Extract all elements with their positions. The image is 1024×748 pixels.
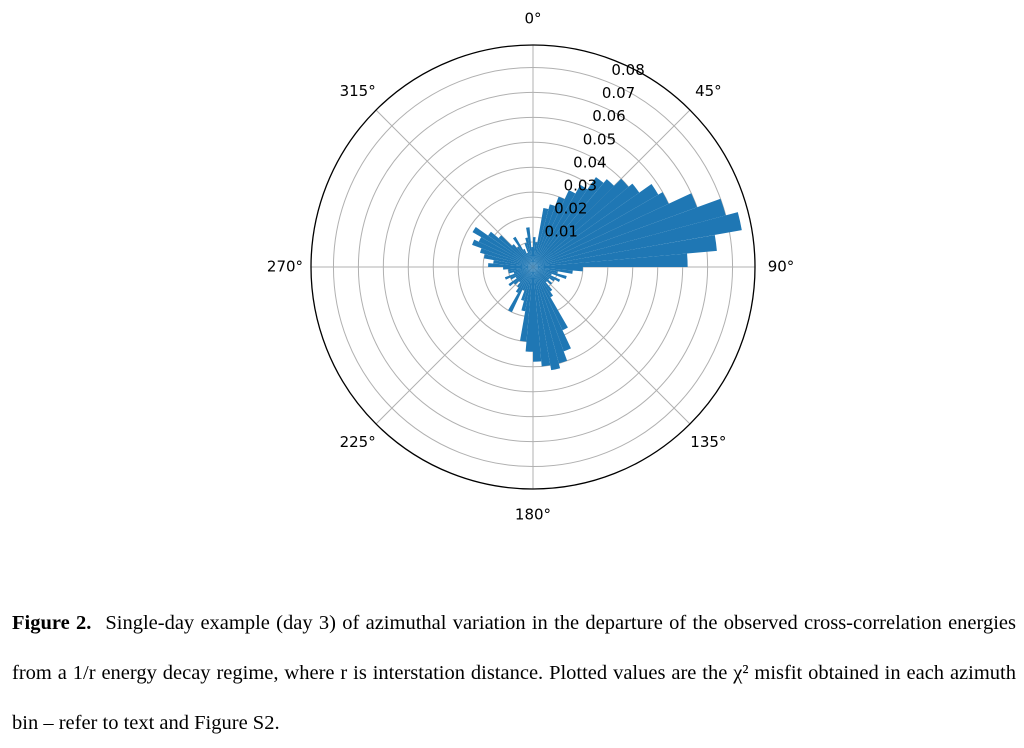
bar (533, 267, 555, 282)
bar (510, 267, 533, 280)
bar (520, 267, 533, 342)
bar (533, 196, 565, 267)
bar (508, 267, 533, 287)
bar (533, 267, 561, 371)
bar (515, 267, 533, 293)
r-tick-label: 0.04 (573, 153, 606, 171)
caption-text: Single-day example (day 3) of azimuthal … (12, 612, 1016, 734)
bar (533, 267, 558, 274)
bar (533, 198, 726, 267)
angle-label: 180° (515, 506, 551, 524)
r-tick-label: 0.06 (592, 107, 625, 125)
bar (533, 267, 552, 276)
bar (516, 246, 533, 267)
bar (533, 267, 583, 272)
bar (533, 267, 573, 274)
caption-label: Figure 2. (12, 612, 92, 634)
bar (533, 179, 615, 267)
bar (513, 267, 533, 285)
bar (515, 267, 533, 279)
angle-label: 270° (267, 258, 303, 276)
bar (478, 237, 533, 267)
grid-spoke (532, 266, 691, 425)
bar (533, 192, 669, 267)
bar (472, 226, 533, 267)
r-tick-label: 0.05 (583, 130, 616, 148)
bar (525, 237, 533, 267)
bar (521, 267, 533, 301)
r-tick-label: 0.07 (602, 84, 635, 102)
angle-label: 45° (695, 82, 722, 100)
bar (524, 242, 533, 267)
chart: 0° 45° 90° 135° 180° 225° 270° 315° 0.01 0.02 0.03… (267, 10, 795, 524)
bar (533, 253, 688, 267)
bar (533, 267, 542, 362)
bar (521, 267, 533, 312)
bar (522, 267, 533, 291)
bar (533, 267, 567, 279)
bar (513, 267, 533, 274)
bar (533, 193, 698, 267)
bar (533, 267, 553, 285)
bar (518, 267, 533, 283)
bar (526, 252, 533, 267)
bar (488, 263, 533, 267)
bar (483, 254, 533, 267)
bar (533, 177, 604, 267)
bar (533, 204, 556, 267)
angle-label: 315° (340, 82, 376, 100)
bar (533, 267, 568, 331)
bar (533, 267, 568, 364)
bar (511, 244, 533, 267)
r-tick-label: 0.03 (564, 176, 597, 194)
bar (493, 260, 533, 267)
bar (533, 183, 640, 267)
bar (512, 236, 533, 267)
bar (533, 267, 548, 283)
bar (533, 208, 549, 267)
bar (523, 248, 533, 267)
outer-frame (310, 44, 756, 490)
bar (533, 178, 629, 267)
bar (533, 267, 571, 352)
angle-label: 135° (690, 433, 726, 451)
bar (533, 184, 588, 267)
bar (531, 247, 533, 267)
bar (533, 267, 551, 367)
bar (533, 237, 536, 267)
angle-label: 225° (340, 433, 376, 451)
bar (508, 267, 533, 313)
bar (533, 267, 554, 298)
bar (498, 235, 533, 267)
bar (503, 267, 533, 270)
bar (508, 267, 533, 272)
bar (504, 267, 533, 280)
bar (533, 267, 553, 292)
bar (533, 212, 742, 267)
bar (533, 234, 717, 267)
grid-spoke (375, 266, 534, 425)
angle-label: 0° (524, 10, 541, 28)
bar (533, 190, 576, 267)
bar (533, 267, 561, 282)
bar (488, 231, 533, 267)
caption: Figure 2. Single-day example (day 3) of a… (12, 598, 1016, 748)
bar (533, 267, 550, 280)
r-tick-label: 0.08 (611, 61, 644, 79)
bar (525, 267, 533, 352)
bar (533, 184, 659, 267)
r-tick-label: 0.01 (545, 222, 578, 240)
bar (526, 227, 533, 267)
bar (472, 239, 533, 267)
bar (479, 248, 533, 267)
bar (533, 242, 538, 267)
r-tick-label: 0.02 (554, 199, 587, 217)
angle-label: 90° (768, 258, 795, 276)
bar (516, 267, 533, 288)
bar (508, 267, 533, 274)
